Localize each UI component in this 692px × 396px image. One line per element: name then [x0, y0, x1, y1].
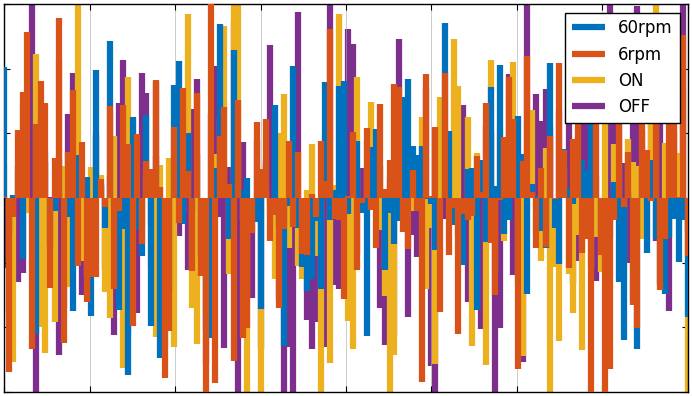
Legend: 60rpm, 6rpm, ON, OFF: 60rpm, 6rpm, ON, OFF	[565, 13, 680, 123]
